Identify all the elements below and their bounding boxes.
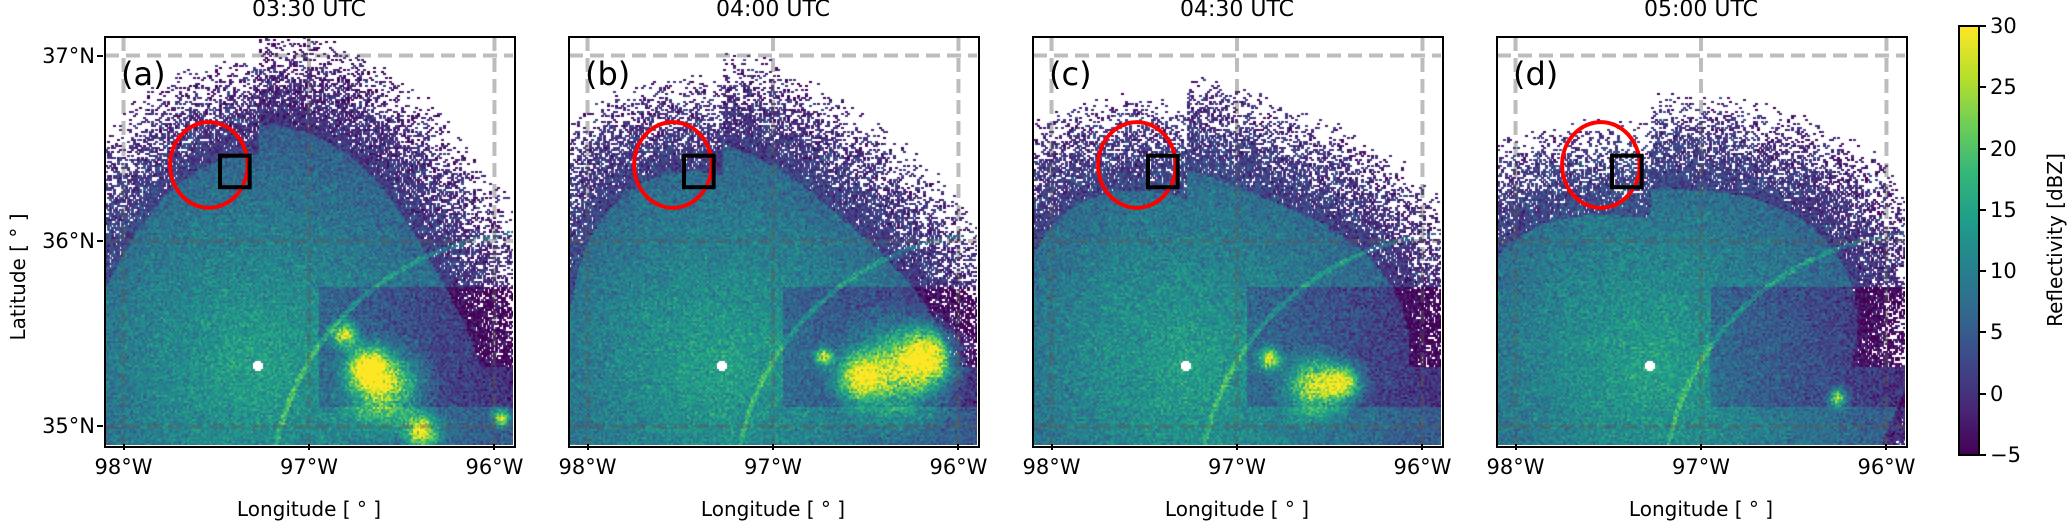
highlight-box bbox=[1145, 153, 1180, 190]
x-tick-label: 96°W bbox=[1393, 455, 1452, 479]
x-tick-mark bbox=[122, 444, 125, 450]
x-tick-mark bbox=[1050, 444, 1053, 450]
x-tick-mark bbox=[1700, 444, 1702, 450]
x-tick-mark bbox=[1236, 444, 1238, 450]
colorbar bbox=[1958, 25, 1980, 456]
panel-letter: (a) bbox=[121, 55, 166, 93]
x-tick-mark bbox=[772, 444, 774, 450]
colorbar-tick-label: 0 bbox=[1990, 381, 2004, 406]
map-panel-b: 04:00 UTC (b) 98°W 97°W 96°W Longitude [ ° ] bbox=[559, 0, 988, 521]
x-tick-label: 97°W bbox=[280, 455, 338, 479]
radar-site-marker bbox=[253, 361, 262, 370]
panel-title: 03:30 UTC bbox=[251, 0, 366, 22]
map-overlay bbox=[1497, 37, 1905, 445]
highlight-circle bbox=[1560, 120, 1642, 210]
highlight-circle bbox=[632, 120, 714, 210]
x-tick-label: 97°W bbox=[1208, 455, 1266, 479]
colorbar-tick-label: −5 bbox=[1990, 443, 2021, 467]
radar-site-marker bbox=[717, 361, 726, 370]
x-axis-label: Longitude [ ° ] bbox=[1164, 497, 1310, 521]
x-axis-label: Longitude [ ° ] bbox=[1628, 497, 1774, 521]
x-tick-label: 97°W bbox=[1672, 455, 1730, 479]
x-tick-mark bbox=[1514, 444, 1517, 450]
colorbar-tick-mark bbox=[1980, 454, 1986, 456]
colorbar-tick-label: 5 bbox=[1990, 320, 2004, 345]
y-axis-label-text: Latitude [ ° ] bbox=[6, 213, 30, 341]
x-tick-mark bbox=[586, 444, 589, 450]
x-tick-label: 96°W bbox=[465, 455, 524, 479]
panel-title: 04:00 UTC bbox=[715, 0, 830, 22]
panel-letter: (c) bbox=[1049, 55, 1092, 93]
colorbar-tick-mark bbox=[1980, 270, 1986, 273]
x-axis-label: Longitude [ ° ] bbox=[700, 497, 846, 521]
map-overlay bbox=[105, 37, 513, 445]
y-tick-mark bbox=[97, 425, 103, 428]
colorbar-tick-mark bbox=[1980, 25, 1986, 27]
map-panel-a: 03:30 UTC (a) 98°W 97°W 96°W Longitude [ ° ] 3… bbox=[6, 0, 523, 521]
x-tick-mark bbox=[1421, 444, 1424, 450]
colorbar-tick-mark bbox=[1980, 208, 1986, 211]
x-axis-label: Longitude [ ° ] bbox=[236, 497, 382, 521]
y-tick-label: 36°N bbox=[42, 229, 95, 253]
x-tick-mark bbox=[493, 444, 496, 450]
highlight-circle bbox=[168, 120, 250, 210]
map-overlay bbox=[1033, 37, 1441, 445]
highlight-box bbox=[1609, 153, 1644, 190]
panel-title: 05:00 UTC bbox=[1643, 0, 1758, 22]
y-tick-label: 37°N bbox=[42, 43, 95, 68]
colorbar-tick-mark bbox=[1980, 147, 1986, 150]
radar-site-marker bbox=[1645, 361, 1654, 370]
map-overlay bbox=[569, 37, 977, 445]
x-tick-mark bbox=[308, 444, 310, 450]
map-panel-d: 05:00 UTC (d) 98°W 97°W 96°W Longitude [ ° ] bbox=[1487, 0, 1916, 521]
map-panel-c: 04:30 UTC (c) 98°W 97°W 96°W Longitude [ ° ] bbox=[1023, 0, 1452, 521]
x-tick-label: 97°W bbox=[744, 455, 802, 479]
y-tick-label: 35°N bbox=[42, 414, 95, 439]
colorbar-tick-label: 20 bbox=[1990, 136, 2017, 161]
panel-title: 04:30 UTC bbox=[1179, 0, 1294, 22]
x-tick-label: 96°W bbox=[929, 455, 988, 479]
colorbar-tick-mark bbox=[1980, 392, 1986, 395]
reflectivity-heatmap bbox=[569, 37, 977, 445]
colorbar-tick-label: 25 bbox=[1990, 75, 2017, 100]
x-tick-label: 98°W bbox=[558, 455, 617, 479]
x-tick-mark bbox=[1885, 444, 1888, 450]
highlight-circle bbox=[1096, 120, 1178, 210]
highlight-box bbox=[217, 153, 252, 190]
y-tick-mark bbox=[97, 54, 103, 57]
x-tick-label: 98°W bbox=[1486, 455, 1545, 479]
radar-site-marker bbox=[1181, 361, 1190, 370]
x-tick-label: 98°W bbox=[94, 455, 153, 479]
colorbar-tick-mark bbox=[1980, 86, 1986, 89]
colorbar-tick-mark bbox=[1980, 331, 1986, 334]
x-tick-mark bbox=[957, 444, 960, 450]
colorbar-label-text: Reflectivity [dBZ] bbox=[2043, 153, 2067, 327]
reflectivity-heatmap bbox=[1497, 37, 1905, 445]
colorbar-tick-label: 30 bbox=[1990, 14, 2017, 38]
x-tick-label: 96°W bbox=[1857, 455, 1916, 479]
x-tick-label: 98°W bbox=[1022, 455, 1081, 479]
highlight-box bbox=[681, 153, 716, 190]
y-tick-mark bbox=[97, 240, 103, 242]
reflectivity-heatmap bbox=[105, 37, 513, 445]
colorbar-tick-label: 15 bbox=[1990, 197, 2017, 222]
colorbar-tick-label: 10 bbox=[1990, 259, 2017, 284]
panel-letter: (b) bbox=[585, 55, 631, 93]
panel-letter: (d) bbox=[1513, 55, 1559, 93]
reflectivity-heatmap bbox=[1033, 37, 1441, 445]
